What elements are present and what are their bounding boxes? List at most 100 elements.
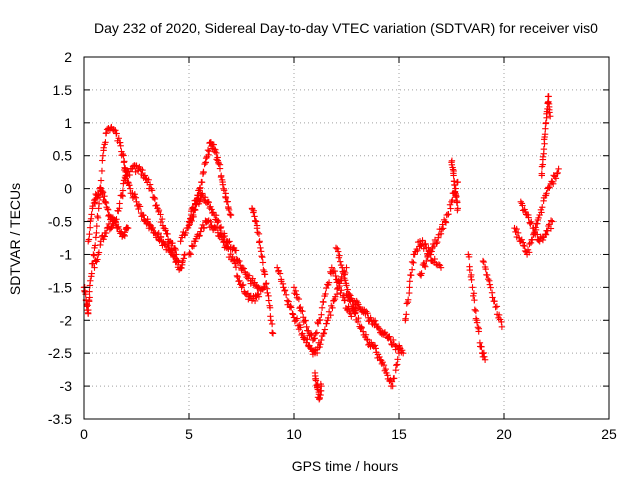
data-point	[552, 175, 560, 182]
data-point	[155, 206, 163, 214]
data-point	[465, 253, 473, 261]
data-point	[123, 172, 131, 180]
data-point	[238, 282, 246, 289]
data-point	[321, 326, 329, 333]
data-point	[473, 319, 481, 326]
data-point	[104, 206, 112, 213]
data-point	[542, 119, 550, 127]
data-point	[154, 231, 161, 238]
data-point	[252, 217, 259, 224]
data-point	[448, 198, 455, 205]
data-point	[450, 172, 457, 179]
data-point	[285, 298, 292, 305]
data-point	[217, 223, 225, 231]
data-point	[336, 252, 343, 259]
data-point	[211, 145, 218, 153]
data-point	[359, 328, 367, 335]
data-point	[198, 179, 206, 186]
data-point	[157, 233, 165, 240]
y-tick-label: -2	[60, 312, 73, 328]
data-point	[339, 264, 346, 271]
data-point	[98, 167, 106, 175]
data-point	[281, 286, 289, 294]
data-point	[355, 314, 362, 322]
data-point	[424, 252, 431, 259]
data-point	[364, 310, 371, 317]
data-point	[539, 204, 546, 211]
data-point	[94, 214, 102, 221]
data-point	[93, 222, 101, 230]
data-point	[322, 290, 329, 298]
data-point	[416, 271, 424, 278]
data-point	[232, 264, 240, 271]
data-point	[418, 270, 425, 277]
data-point	[99, 157, 106, 164]
data-point	[153, 201, 160, 209]
data-point	[225, 206, 233, 214]
data-point	[102, 199, 110, 207]
x-tick-label: 0	[80, 426, 88, 442]
data-point	[325, 279, 333, 286]
data-point	[542, 230, 549, 238]
data-point	[116, 200, 123, 207]
y-tick-label: 2	[64, 49, 72, 65]
data-point	[454, 178, 461, 186]
data-point	[400, 349, 407, 357]
data-point	[327, 311, 334, 319]
data-point	[422, 263, 429, 270]
data-point	[172, 246, 179, 254]
data-point	[382, 365, 389, 373]
data-point	[546, 221, 553, 228]
data-point	[547, 225, 555, 232]
data-point	[316, 343, 323, 351]
data-point	[338, 287, 345, 294]
data-point	[348, 313, 355, 320]
data-point	[134, 202, 141, 210]
data-point	[318, 336, 325, 344]
data-point	[102, 198, 109, 206]
chart-title: Day 232 of 2020, Sidereal Day-to-day VTE…	[94, 20, 598, 36]
y-tick-label: -1	[60, 246, 73, 262]
data-point	[538, 170, 546, 177]
data-point	[145, 176, 152, 183]
data-point	[297, 324, 304, 331]
data-point	[403, 311, 410, 318]
data-point	[388, 378, 396, 385]
data-point	[439, 225, 447, 232]
data-point	[236, 257, 243, 265]
data-point	[417, 241, 424, 249]
data-point	[407, 272, 415, 279]
data-point	[541, 133, 548, 141]
data-point	[293, 315, 301, 322]
data-point	[187, 251, 194, 258]
data-point	[247, 280, 254, 287]
data-point	[478, 343, 485, 350]
data-point	[470, 290, 478, 297]
y-tick-label: 1.5	[53, 82, 73, 98]
data-point	[312, 330, 319, 337]
data-point	[414, 247, 421, 254]
data-point	[448, 161, 456, 168]
data-point	[157, 211, 164, 218]
grid-lines	[84, 57, 609, 419]
y-axis-label: SDTVAR / TECUs	[7, 183, 23, 295]
data-point	[188, 217, 195, 225]
data-point	[95, 191, 102, 198]
data-point	[317, 341, 324, 348]
data-point	[155, 229, 162, 237]
data-point	[86, 288, 93, 295]
data-point	[140, 212, 147, 219]
data-point	[90, 252, 98, 259]
data-point	[118, 192, 125, 199]
data-point	[447, 205, 454, 212]
data-point	[192, 206, 199, 214]
x-tick-label: 5	[185, 426, 193, 442]
data-point	[88, 211, 95, 218]
y-tick-label: -3.5	[48, 411, 72, 427]
data-point	[362, 331, 370, 338]
data-point	[186, 249, 193, 257]
data-point	[239, 264, 246, 272]
data-point	[316, 316, 324, 324]
data-point	[308, 331, 315, 339]
data-point	[215, 160, 222, 167]
